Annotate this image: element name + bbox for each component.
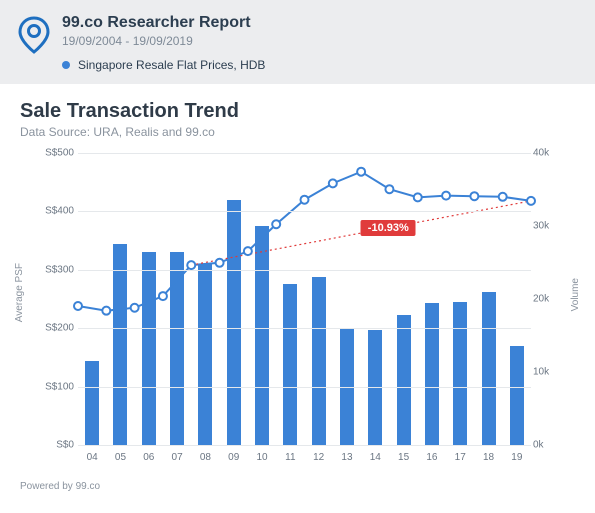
- x-tick: 05: [115, 452, 126, 463]
- x-tick: 14: [370, 452, 381, 463]
- psf-marker: [159, 292, 167, 300]
- grid-line: [78, 270, 531, 271]
- psf-marker: [74, 302, 82, 310]
- x-tick: 11: [285, 452, 295, 463]
- chart-section: Sale Transaction Trend Data Source: URA,…: [0, 84, 595, 481]
- psf-marker: [187, 261, 195, 269]
- x-tick: 07: [172, 452, 183, 463]
- y-tick-left: S$300: [34, 264, 74, 275]
- y-tick-left: S$0: [34, 440, 74, 451]
- psf-marker: [272, 220, 280, 228]
- footer-text: Powered by 99.co: [0, 481, 595, 508]
- x-tick: 06: [143, 452, 154, 463]
- psf-marker: [499, 193, 507, 201]
- legend-label: Singapore Resale Flat Prices, HDB: [78, 58, 265, 72]
- x-tick: 04: [87, 452, 98, 463]
- y-axis-right-label: Volume: [570, 278, 581, 311]
- report-date-range: 19/09/2004 - 19/09/2019: [62, 34, 577, 48]
- x-tick: 10: [256, 452, 267, 463]
- grid-line: [78, 153, 531, 154]
- psf-marker: [357, 168, 365, 176]
- report-header: 99.co Researcher Report 19/09/2004 - 19/…: [0, 0, 595, 84]
- y-tick-right: 40k: [533, 148, 561, 159]
- x-tick: 16: [426, 452, 437, 463]
- psf-marker: [244, 247, 252, 255]
- psf-line: [78, 172, 531, 311]
- y-tick-right: 20k: [533, 294, 561, 305]
- psf-marker: [470, 192, 478, 200]
- grid-line: [78, 445, 531, 446]
- x-tick: 13: [341, 452, 352, 463]
- psf-marker: [301, 196, 309, 204]
- x-tick: 19: [511, 452, 522, 463]
- grid-line: [78, 328, 531, 329]
- chart-wrap: Average PSF Volume -10.93% S$0S$100S$200…: [20, 153, 575, 473]
- y-tick-left: S$200: [34, 323, 74, 334]
- psf-marker: [385, 185, 393, 193]
- y-tick-left: S$400: [34, 206, 74, 217]
- report-title: 99.co Researcher Report: [62, 14, 577, 32]
- chart-title: Sale Transaction Trend: [20, 100, 575, 123]
- psf-marker: [442, 192, 450, 200]
- psf-marker: [216, 259, 224, 267]
- grid-line: [78, 387, 531, 388]
- x-tick: 12: [313, 452, 324, 463]
- chart-subtitle: Data Source: URA, Realis and 99.co: [20, 125, 575, 139]
- x-tick: 18: [483, 452, 494, 463]
- y-tick-right: 30k: [533, 221, 561, 232]
- x-tick: 17: [455, 452, 466, 463]
- y-axis-left-label: Average PSF: [14, 263, 25, 322]
- psf-marker: [329, 179, 337, 187]
- x-tick: 15: [398, 452, 409, 463]
- line-overlay: [78, 153, 531, 445]
- psf-marker: [102, 307, 110, 315]
- y-tick-right: 0k: [533, 440, 561, 451]
- psf-marker: [414, 193, 422, 201]
- psf-marker: [527, 197, 535, 205]
- grid-line: [78, 211, 531, 212]
- x-tick: 08: [200, 452, 211, 463]
- brand-logo-icon: [18, 16, 50, 54]
- plot-area: -10.93%: [78, 153, 531, 445]
- y-tick-left: S$500: [34, 148, 74, 159]
- y-tick-left: S$100: [34, 381, 74, 392]
- trend-badge: -10.93%: [361, 220, 416, 236]
- header-text-block: 99.co Researcher Report 19/09/2004 - 19/…: [62, 14, 577, 72]
- y-tick-right: 10k: [533, 367, 561, 378]
- x-tick: 09: [228, 452, 239, 463]
- psf-marker: [131, 304, 139, 312]
- legend-row: Singapore Resale Flat Prices, HDB: [62, 58, 577, 72]
- legend-dot-icon: [62, 61, 70, 69]
